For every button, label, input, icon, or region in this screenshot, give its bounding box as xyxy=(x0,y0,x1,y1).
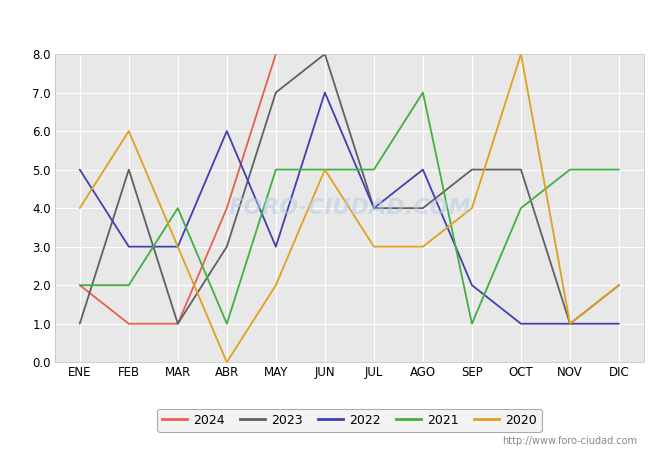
Text: Matriculaciones de Vehiculos en l'Alqueria de la Comtessa: Matriculaciones de Vehiculos en l'Alquer… xyxy=(102,17,548,32)
Legend: 2024, 2023, 2022, 2021, 2020: 2024, 2023, 2022, 2021, 2020 xyxy=(157,409,541,432)
Text: http://www.foro-ciudad.com: http://www.foro-ciudad.com xyxy=(502,436,637,446)
Text: FORO-CIUDAD.COM: FORO-CIUDAD.COM xyxy=(228,198,471,218)
